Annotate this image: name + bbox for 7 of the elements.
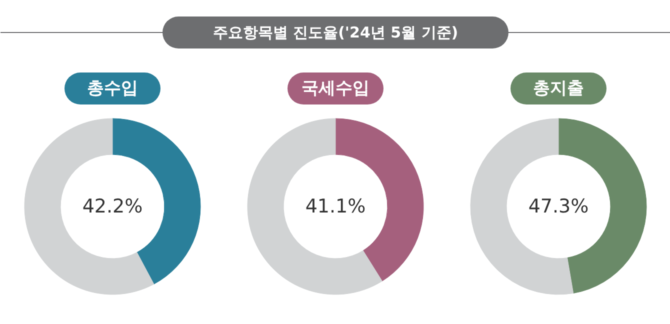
chart-title: 총수입 [87,78,138,98]
text: 42.2% [82,196,143,218]
chart-title: 국세수입 [302,78,370,98]
text: 주요항목별 진도율('24년 5월 기준) [212,24,458,42]
text: 47.3% [528,196,589,218]
chart-title: 총지출 [533,78,584,98]
text: 41.1% [305,196,366,218]
